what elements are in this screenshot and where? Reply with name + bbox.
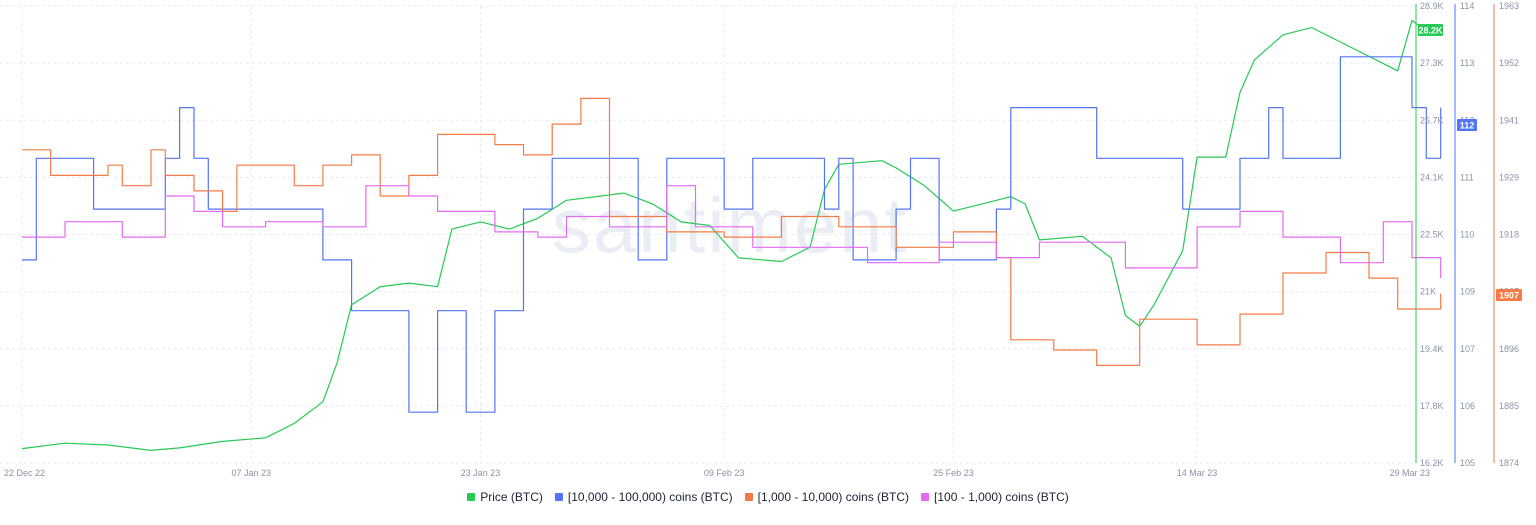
legend-swatch xyxy=(554,493,563,501)
y-tick-label-orange: 1963 xyxy=(1499,1,1519,11)
current-value-badge-orange xyxy=(1496,289,1522,301)
y-tick-label-price: 27.3K xyxy=(1420,58,1444,68)
legend-item[interactable]: [1,000 - 10,000) coins (BTC) xyxy=(744,490,910,504)
y-tick-label-price: 17.8K xyxy=(1420,401,1444,411)
current-value-label-price: 28.2K xyxy=(1418,26,1443,36)
x-tick-label: 22 Dec 22 xyxy=(4,468,45,478)
x-tick-label: 23 Jan 23 xyxy=(461,468,501,478)
y-tick-label-price: 28.9K xyxy=(1420,1,1444,11)
series-line-3 xyxy=(22,185,1442,279)
legend-swatch xyxy=(467,493,476,501)
y-tick-label-orange: 1885 xyxy=(1499,401,1519,411)
legend-label: [1,000 - 10,000) coins (BTC) xyxy=(757,490,910,504)
x-tick-label: 14 Mar 23 xyxy=(1177,468,1218,478)
legend-item[interactable]: [10,000 - 100,000) coins (BTC) xyxy=(554,490,733,504)
current-value-label-blue: 112 xyxy=(1460,121,1475,131)
current-value-label-orange: 1907 xyxy=(1499,291,1519,301)
y-tick-label-blue: 114 xyxy=(1460,1,1474,11)
y-tick-label-price: 25.7K xyxy=(1420,115,1444,125)
y-tick-label-price: 19.4K xyxy=(1420,344,1444,354)
legend-label: [100 - 1,000) coins (BTC) xyxy=(934,490,1069,504)
y-tick-label-orange: 1896 xyxy=(1499,344,1519,354)
y-tick-label-price: 22.5K xyxy=(1420,230,1444,240)
legend-label: Price (BTC) xyxy=(480,490,543,504)
y-tick-label-price: 24.1K xyxy=(1420,172,1444,182)
x-tick-label: 07 Jan 23 xyxy=(232,468,272,478)
y-tick-label-orange: 1941 xyxy=(1499,115,1519,125)
legend: Price (BTC) [10,000 - 100,000) coins (BTC… xyxy=(0,490,1536,504)
y-tick-label-blue: 106 xyxy=(1460,401,1475,411)
y-tick-label-blue: 105 xyxy=(1460,458,1475,468)
current-value-badge-blue xyxy=(1457,119,1477,131)
y-tick-label-blue: 111 xyxy=(1460,172,1474,182)
y-tick-label-price: 16.2K xyxy=(1420,458,1444,468)
y-tick-label-orange: 1874 xyxy=(1499,458,1519,468)
y-tick-label-blue: 109 xyxy=(1460,287,1475,297)
legend-swatch xyxy=(921,493,930,501)
series-line-1 xyxy=(22,56,1442,413)
legend-item[interactable]: Price (BTC) xyxy=(467,490,543,504)
legend-label: [10,000 - 100,000) coins (BTC) xyxy=(567,490,733,504)
watermark-text: santiment xyxy=(552,181,908,269)
x-tick-label: 29 Mar 23 xyxy=(1389,468,1430,478)
y-tick-label-orange: 1918 xyxy=(1499,230,1519,240)
y-tick-label-blue: 107 xyxy=(1460,344,1475,354)
x-tick-label: 25 Feb 23 xyxy=(933,468,974,478)
y-tick-label-blue: 113 xyxy=(1460,58,1474,68)
legend-item[interactable]: [100 - 1,000) coins (BTC) xyxy=(921,490,1069,504)
x-tick-label: 09 Feb 23 xyxy=(704,468,745,478)
y-tick-label-orange: 1952 xyxy=(1499,58,1519,68)
series-line-2 xyxy=(22,97,1442,366)
y-tick-label-blue: 110 xyxy=(1460,230,1474,240)
y-tick-label-orange: 1929 xyxy=(1499,172,1519,182)
current-value-badge-price xyxy=(1418,24,1443,36)
legend-swatch xyxy=(744,493,753,501)
y-tick-label-price: 21K xyxy=(1420,287,1436,297)
